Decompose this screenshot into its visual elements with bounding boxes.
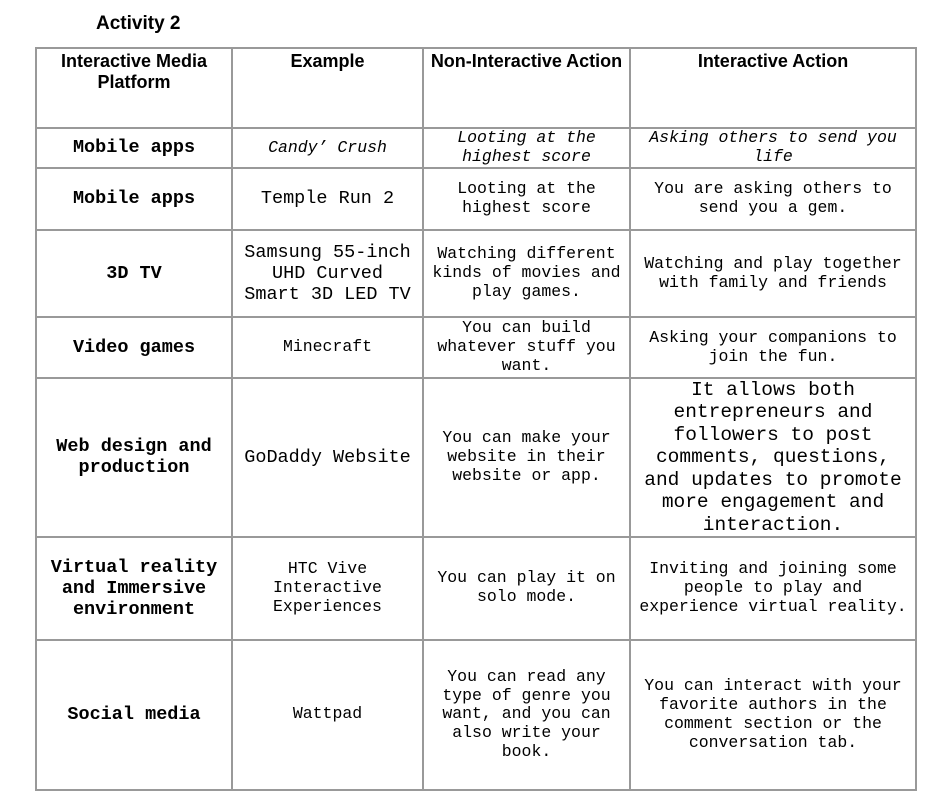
table-row: 3D TV Samsung 55-inch UHD Curved Smart 3D…	[35, 229, 917, 318]
table-cell: Watching different kinds of movies and p…	[422, 229, 631, 318]
table-cell: Asking others to send you life	[629, 127, 917, 169]
column-header: Example	[231, 47, 424, 129]
table-cell: You are asking others to send you a gem.	[629, 167, 917, 231]
table-cell: Mobile apps	[35, 167, 233, 231]
table-cell: GoDaddy Website	[231, 377, 424, 538]
column-header: Non-Interactive Action	[422, 47, 631, 129]
table-cell: Web design and production	[35, 377, 233, 538]
table-cell: Minecraft	[231, 316, 424, 379]
column-header: Interactive Action	[629, 47, 917, 129]
table-cell: Temple Run 2	[231, 167, 424, 231]
table-cell: Watching and play together with family a…	[629, 229, 917, 318]
table-row: Virtual reality and Immersive environmen…	[35, 535, 917, 641]
table-cell: Inviting and joining some people to play…	[629, 535, 917, 641]
activity-table: Interactive Media Platform Example Non-Int…	[35, 47, 917, 791]
table-cell: Looting at the highest score	[422, 167, 631, 231]
table-cell: Looting at the highest score	[422, 127, 631, 169]
table-cell: You can make your website in their websi…	[422, 377, 631, 538]
table-cell: Social media	[35, 638, 233, 791]
table-row: Web design and production GoDaddy Website…	[35, 377, 917, 538]
title: Activity 2	[96, 13, 181, 34]
table-body: Mobile apps Candy’ Crush Looting at the hi…	[35, 127, 917, 791]
table-row: Mobile apps Temple Run 2 Looting at the hi…	[35, 167, 917, 231]
table-row: Video games Minecraft You can build whatev…	[35, 316, 917, 379]
table-cell: You can build whatever stuff you want.	[422, 316, 631, 379]
table-cell: You can interact with your favorite auth…	[629, 638, 917, 791]
table-cell: Video games	[35, 316, 233, 379]
table-cell: Wattpad	[231, 638, 424, 791]
table-cell: Mobile apps	[35, 127, 233, 169]
table-cell: You can read any type of genre you want,…	[422, 638, 631, 791]
table-cell: You can play it on solo mode.	[422, 535, 631, 641]
table-cell: HTC Vive Interactive Experiences	[231, 535, 424, 641]
column-header: Interactive Media Platform	[35, 47, 233, 129]
header-row: Interactive Media Platform Example Non-Int…	[35, 47, 917, 129]
table-row: Mobile apps Candy’ Crush Looting at the hi…	[35, 127, 917, 169]
table-cell: Candy’ Crush	[231, 127, 424, 169]
table-row: Social media Wattpad You can read any type…	[35, 638, 917, 791]
table-cell: Virtual reality and Immersive environmen…	[35, 535, 233, 641]
table-cell: 3D TV	[35, 229, 233, 318]
table-cell: Asking your companions to join the fun.	[629, 316, 917, 379]
table-cell: It allows both entrepreneurs and followe…	[629, 377, 917, 538]
table-cell: Samsung 55-inch UHD Curved Smart 3D LED …	[231, 229, 424, 318]
